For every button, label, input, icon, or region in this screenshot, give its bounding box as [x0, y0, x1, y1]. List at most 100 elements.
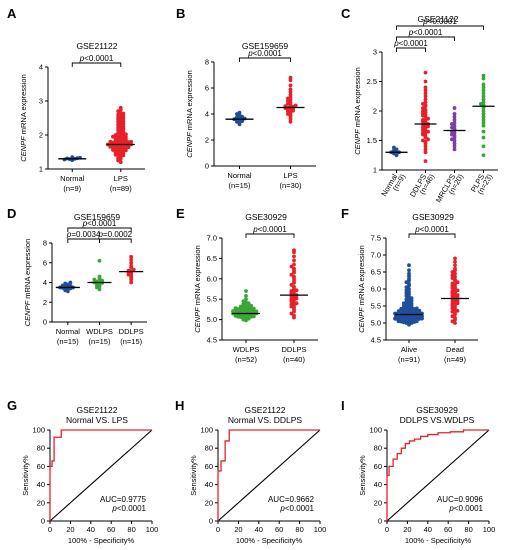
y-tick-label: 7.5	[371, 234, 381, 243]
p-value-label: p<0.0001	[279, 504, 314, 513]
roc-curve	[49, 429, 152, 521]
data-point	[452, 106, 457, 110]
panel-letter: E	[176, 206, 185, 221]
data-point	[407, 268, 411, 273]
panel-letter: G	[7, 398, 17, 413]
significance-bracket	[245, 233, 295, 238]
y-tick-label: 6.5	[207, 254, 217, 263]
y-tick-label: 1.5	[367, 136, 377, 145]
x-category-label: WDLPS	[233, 345, 260, 354]
series-ddlps	[289, 248, 299, 320]
data-point	[404, 297, 409, 302]
y-tick-label: 4	[39, 63, 43, 72]
panel-b: B GSE159659 0 2 4 6 8 CENPF mRNA expression Norm…	[176, 6, 316, 190]
x-axis-label: 100% - Specificity%	[68, 536, 135, 545]
data-point	[481, 109, 486, 113]
p-value-label: p<0.0001	[414, 225, 449, 234]
y-axis-label: CENPF mRNA expression	[23, 239, 32, 327]
data-point	[421, 138, 425, 143]
data-point	[481, 82, 486, 87]
x-tick-label: 80	[295, 525, 303, 534]
x-category-label: LPS	[114, 174, 128, 183]
panel-e: E GSE30929 4.5 5.0 5.5 6.0 6.5 7.0 CENPF mRNA ex…	[176, 206, 318, 364]
panel-a: A GSE21122 1 2 3 4 CENPF mRNA expression Normal…	[7, 6, 145, 193]
p-value-label: p<0.0001	[252, 225, 287, 234]
chart-title: GSE30929	[412, 212, 454, 222]
y-tick-label: 60	[374, 462, 382, 471]
data-point	[68, 280, 73, 285]
x-category-n: (n=91)	[398, 355, 420, 364]
y-tick-label: 6.0	[371, 285, 381, 294]
chart-title: GSE21122	[418, 14, 459, 24]
data-point	[423, 97, 428, 102]
chart-title: GSE21122	[77, 405, 118, 415]
x-tick-label: 100	[483, 525, 496, 534]
panel-d: D GSE159659 0 2 4 6 8 CENPF mRNA expression Norm…	[7, 206, 147, 346]
data-point	[289, 283, 294, 287]
x-tick-label: 20	[66, 525, 74, 534]
data-point	[233, 306, 238, 311]
data-point	[288, 78, 293, 83]
y-tick-label: 60	[37, 462, 45, 471]
data-point	[292, 248, 296, 253]
x-axis-label: 100% - Specificity%	[236, 536, 303, 545]
significance-bracket	[99, 238, 132, 243]
y-tick-label: 1	[39, 165, 43, 174]
data-point	[420, 314, 424, 319]
x-category-n: (n=89)	[110, 184, 132, 193]
x-tick-label: 60	[275, 525, 283, 534]
data-point	[423, 91, 428, 96]
chart-title: GSE21122	[245, 405, 286, 415]
y-axis-label: Sensitivity%	[21, 455, 30, 496]
data-point	[288, 87, 293, 92]
y-tick-label: 80	[374, 444, 382, 453]
data-point	[254, 309, 259, 314]
x-tick-label: 40	[87, 525, 95, 534]
data-point	[113, 133, 118, 137]
panel-letter: B	[176, 6, 185, 21]
data-point	[288, 95, 293, 99]
p-value-label: p=0.0034	[66, 230, 101, 239]
panel-letter: F	[341, 206, 349, 221]
y-tick-label: 2	[373, 107, 377, 116]
series-lps	[283, 75, 298, 124]
data-point	[399, 306, 404, 311]
x-category-label: WDLPS	[86, 327, 113, 336]
data-point	[481, 112, 486, 116]
series-alive	[393, 263, 424, 327]
data-point	[481, 100, 486, 105]
series-ddlps	[421, 70, 430, 164]
data-point	[244, 289, 248, 293]
x-tick-label: 20	[234, 525, 242, 534]
y-tick-label: 3	[39, 97, 43, 106]
y-tick-label: 4.5	[371, 336, 381, 345]
y-tick-label: 8	[43, 239, 47, 248]
y-axis-label: Sensitivity%	[189, 455, 198, 496]
series-plps	[479, 73, 486, 158]
y-tick-label: 2	[205, 136, 209, 145]
y-tick-label: 4	[43, 278, 47, 287]
data-point	[414, 306, 419, 311]
data-point	[481, 144, 486, 149]
panel-letter: H	[175, 398, 184, 413]
x-category-n: (n=30)	[280, 181, 302, 190]
data-point	[423, 94, 428, 99]
y-axis-label: CENPF mRNA expression	[193, 245, 202, 333]
p-value-label: p<0.0001	[79, 54, 114, 63]
chart-subtitle: DDLPS VS.WDLPS	[400, 415, 475, 425]
data-point	[417, 308, 422, 313]
significance-bracket	[396, 25, 484, 30]
y-tick-label: 60	[205, 462, 213, 471]
data-point	[423, 79, 428, 84]
y-tick-label: 6.0	[207, 274, 217, 283]
data-point	[481, 123, 486, 128]
data-point	[392, 145, 396, 150]
data-point	[97, 287, 102, 292]
p-value-label: p<0.0001	[393, 39, 428, 48]
data-point	[92, 277, 97, 282]
y-tick-label: 6.5	[371, 268, 381, 277]
data-point	[249, 303, 254, 308]
significance-bracket	[67, 238, 100, 243]
data-point	[129, 260, 134, 265]
